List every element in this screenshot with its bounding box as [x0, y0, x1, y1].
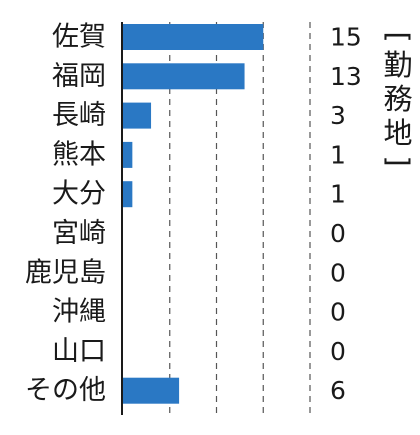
side-label-char-2: 務 [383, 82, 413, 116]
value-label-2: 13 [330, 62, 362, 91]
bar-5 [123, 181, 133, 208]
category-label-2: 福岡 [52, 61, 106, 92]
bar-1 [123, 24, 264, 50]
bar-10 [123, 377, 180, 404]
category-label-6: 宮崎 [52, 218, 106, 249]
category-label-4: 熊本 [52, 139, 106, 170]
bars [123, 24, 264, 404]
value-label-3: 3 [330, 101, 346, 130]
bar-4 [123, 141, 133, 168]
value-label-10: 6 [330, 376, 346, 405]
bar-2 [123, 63, 245, 90]
category-label-10: その他 [25, 375, 106, 406]
category-label-9: 山口 [52, 336, 106, 367]
side-label-char-3: 地 [383, 116, 413, 150]
value-label-4: 1 [330, 140, 346, 169]
value-labels: 15 13 3 1 1 0 0 0 0 6 [330, 23, 362, 406]
category-label-5: 大分 [52, 179, 106, 210]
side-label-char-1: 勤 [383, 48, 413, 82]
category-label-3: 長崎 [52, 100, 106, 131]
value-label-5: 1 [330, 180, 346, 209]
side-label-close-bracket: ] [381, 155, 415, 167]
category-label-1: 佐賀 [52, 22, 106, 53]
value-label-6: 0 [330, 219, 346, 248]
value-label-1: 15 [330, 23, 362, 52]
side-label-open-bracket: [ [381, 31, 415, 43]
bar-3 [123, 102, 152, 129]
value-label-8: 0 [330, 298, 346, 327]
value-label-7: 0 [330, 258, 346, 287]
category-label-7: 鹿児島 [25, 257, 106, 288]
side-label: [ 勤 務 地 ] [381, 26, 415, 172]
value-label-9: 0 [330, 337, 346, 366]
category-label-8: 沖縄 [52, 297, 106, 328]
